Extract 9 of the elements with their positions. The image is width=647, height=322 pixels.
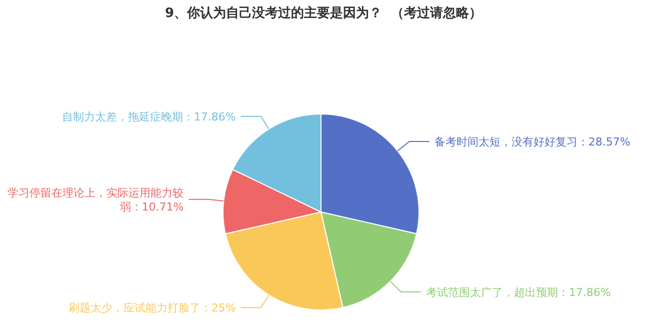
slice-label: 考试范围太广了，超出预期：17.86%: [426, 286, 611, 299]
slice-label: 自制力太差，拖延症晚期：17.86%: [62, 110, 236, 124]
pie-slice: [222, 168, 322, 234]
slice-label: 学习停留在理论上，实际运用能力较弱：10.71%: [8, 186, 184, 214]
slice-label: 备考时间太短，没有好好复习：28.57%: [434, 136, 630, 149]
pie-slice: [320, 212, 418, 308]
slice-label: 刷题太少，应试能力打脸了：25%: [68, 302, 236, 315]
chart-title: 9、你认为自己没考过的主要是因为？ （考过请忽略）: [164, 5, 482, 21]
pie-slice: [320, 114, 420, 234]
